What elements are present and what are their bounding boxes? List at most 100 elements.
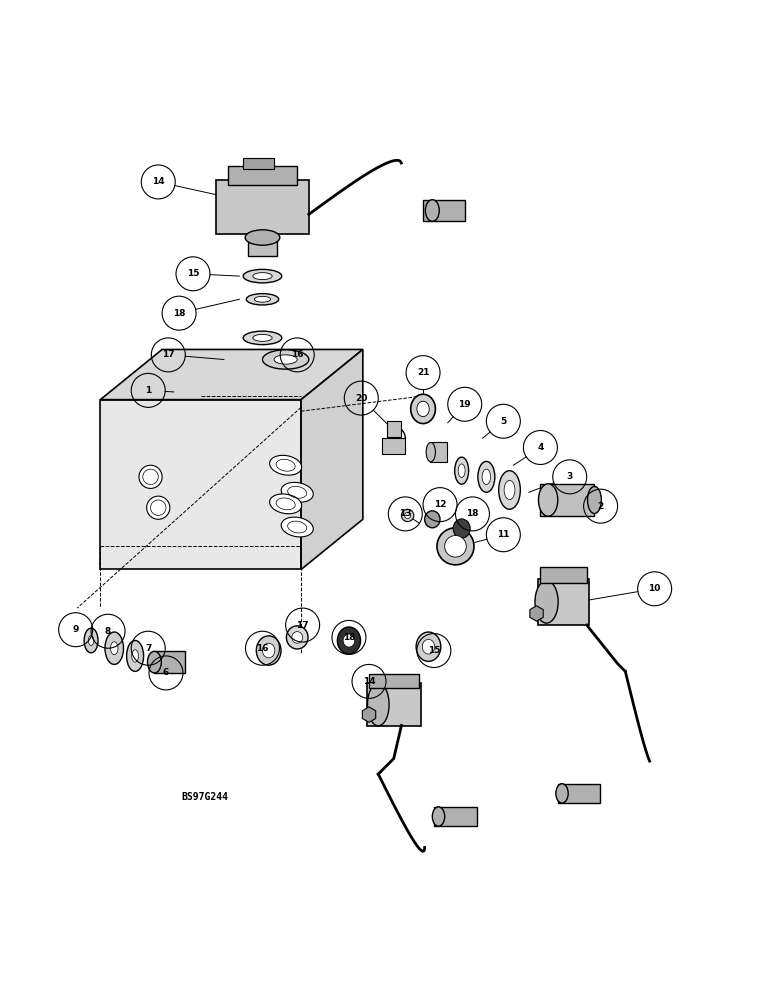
Bar bbox=[540, 567, 587, 583]
Bar bbox=[538, 579, 588, 625]
Text: 12: 12 bbox=[434, 500, 446, 509]
Text: 16: 16 bbox=[256, 644, 269, 653]
Bar bbox=[248, 237, 277, 256]
Ellipse shape bbox=[337, 627, 361, 654]
Bar bbox=[382, 438, 405, 454]
Text: 17: 17 bbox=[296, 621, 309, 630]
Text: 20: 20 bbox=[355, 394, 367, 403]
Ellipse shape bbox=[425, 200, 439, 221]
Ellipse shape bbox=[535, 581, 558, 623]
Text: 18: 18 bbox=[173, 309, 185, 318]
Ellipse shape bbox=[269, 455, 302, 475]
Ellipse shape bbox=[132, 650, 138, 662]
Ellipse shape bbox=[147, 651, 161, 673]
Text: 2: 2 bbox=[598, 502, 604, 511]
Text: 7: 7 bbox=[145, 644, 151, 653]
Ellipse shape bbox=[292, 632, 303, 643]
Ellipse shape bbox=[245, 230, 279, 245]
Ellipse shape bbox=[504, 480, 515, 500]
Ellipse shape bbox=[139, 465, 162, 488]
Bar bbox=[216, 180, 309, 234]
Ellipse shape bbox=[425, 511, 440, 528]
Ellipse shape bbox=[411, 394, 435, 424]
Text: BS97G244: BS97G244 bbox=[181, 792, 228, 802]
Bar bbox=[430, 442, 447, 462]
Polygon shape bbox=[362, 707, 376, 722]
Ellipse shape bbox=[587, 486, 601, 514]
Bar bbox=[367, 683, 421, 726]
Polygon shape bbox=[100, 349, 363, 400]
Bar bbox=[369, 674, 418, 688]
Bar bbox=[228, 166, 297, 185]
Text: 16: 16 bbox=[291, 350, 303, 359]
Bar bbox=[434, 807, 477, 826]
Ellipse shape bbox=[269, 494, 302, 514]
Text: 4: 4 bbox=[537, 443, 543, 452]
Ellipse shape bbox=[478, 461, 495, 492]
Ellipse shape bbox=[147, 496, 170, 519]
Ellipse shape bbox=[281, 482, 313, 502]
Text: 18: 18 bbox=[466, 509, 479, 518]
Ellipse shape bbox=[262, 643, 275, 658]
Text: 13: 13 bbox=[399, 509, 411, 518]
Ellipse shape bbox=[281, 517, 313, 537]
Text: 15: 15 bbox=[428, 646, 440, 655]
Ellipse shape bbox=[84, 628, 98, 653]
Ellipse shape bbox=[243, 269, 282, 283]
Ellipse shape bbox=[110, 642, 118, 655]
Ellipse shape bbox=[405, 512, 411, 519]
Text: 19: 19 bbox=[459, 400, 471, 409]
Ellipse shape bbox=[105, 632, 124, 664]
Bar bbox=[540, 484, 594, 516]
Ellipse shape bbox=[286, 626, 308, 649]
Ellipse shape bbox=[426, 442, 435, 462]
Ellipse shape bbox=[482, 469, 491, 485]
Ellipse shape bbox=[416, 632, 441, 661]
Text: 6: 6 bbox=[163, 668, 169, 677]
Ellipse shape bbox=[417, 401, 429, 417]
Ellipse shape bbox=[432, 807, 445, 826]
Text: 14: 14 bbox=[152, 177, 164, 186]
Text: 3: 3 bbox=[567, 472, 573, 481]
Ellipse shape bbox=[88, 636, 94, 645]
Polygon shape bbox=[301, 349, 363, 569]
Ellipse shape bbox=[254, 296, 270, 302]
Bar bbox=[243, 158, 274, 169]
Ellipse shape bbox=[455, 457, 469, 484]
Text: 9: 9 bbox=[73, 625, 79, 634]
Ellipse shape bbox=[243, 331, 282, 345]
Ellipse shape bbox=[538, 484, 557, 516]
Text: 14: 14 bbox=[363, 677, 375, 686]
Ellipse shape bbox=[343, 634, 355, 647]
Bar bbox=[422, 200, 465, 221]
Text: 18: 18 bbox=[343, 633, 355, 642]
Text: 21: 21 bbox=[417, 368, 429, 377]
Polygon shape bbox=[530, 606, 543, 621]
Ellipse shape bbox=[262, 350, 309, 369]
Bar bbox=[387, 421, 401, 437]
Ellipse shape bbox=[274, 355, 297, 364]
Ellipse shape bbox=[453, 519, 470, 538]
Bar bbox=[154, 651, 185, 673]
Ellipse shape bbox=[401, 509, 414, 522]
Ellipse shape bbox=[499, 471, 520, 509]
Ellipse shape bbox=[422, 639, 435, 654]
Text: 15: 15 bbox=[187, 269, 199, 278]
Text: 1: 1 bbox=[145, 386, 151, 395]
Ellipse shape bbox=[252, 273, 272, 280]
Text: 10: 10 bbox=[648, 584, 661, 593]
Ellipse shape bbox=[445, 536, 466, 557]
Text: 17: 17 bbox=[162, 350, 174, 359]
Text: 8: 8 bbox=[105, 627, 111, 636]
Ellipse shape bbox=[256, 636, 281, 665]
Text: 11: 11 bbox=[497, 530, 510, 539]
Polygon shape bbox=[100, 400, 301, 569]
Ellipse shape bbox=[252, 334, 272, 341]
Text: 5: 5 bbox=[500, 417, 506, 426]
Bar bbox=[557, 784, 601, 803]
Ellipse shape bbox=[556, 784, 568, 803]
Ellipse shape bbox=[458, 464, 465, 477]
Ellipse shape bbox=[437, 528, 474, 565]
Ellipse shape bbox=[367, 683, 389, 726]
Ellipse shape bbox=[127, 641, 144, 671]
